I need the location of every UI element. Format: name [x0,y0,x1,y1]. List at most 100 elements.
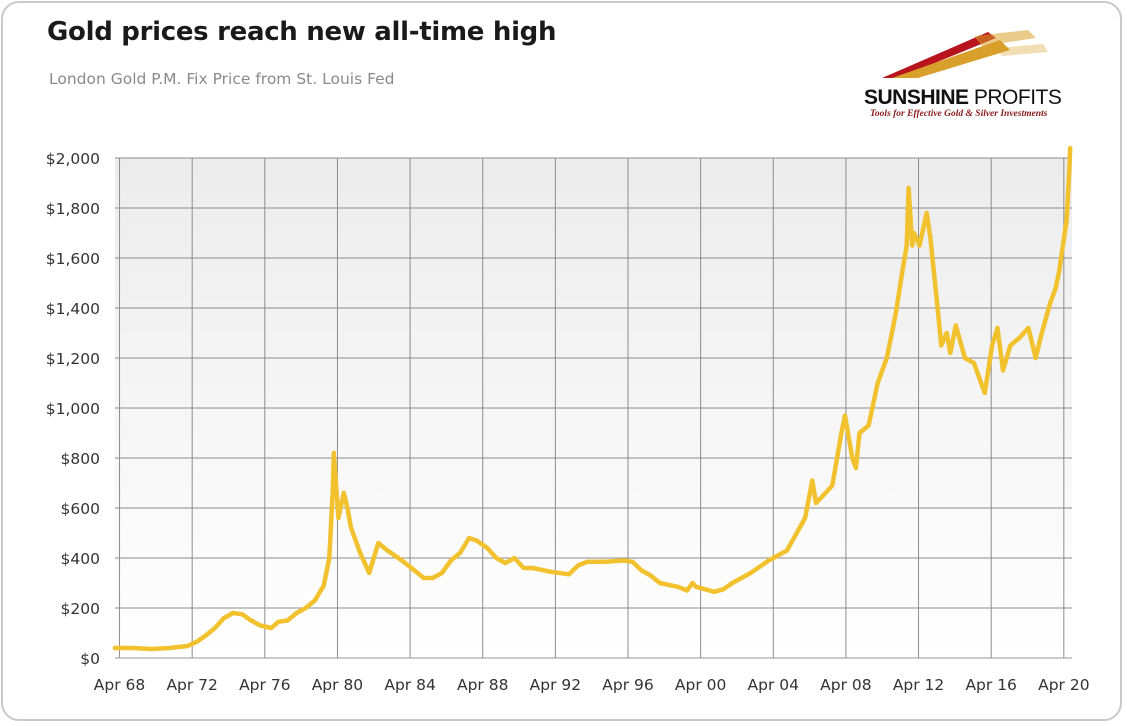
data-point [810,478,815,483]
data-point [971,361,976,365]
data-point [1053,286,1058,290]
gold-price-points [113,146,1073,651]
logo-brand-light: PROFITS [968,86,1062,109]
data-point [982,391,987,395]
data-point [1057,268,1062,273]
data-point [766,558,771,563]
x-axis-ticks: Apr 68 Apr 72 Apr 76 Apr 80 Apr 84 Apr 88 Apr … [94,676,1090,694]
data-point [530,566,535,570]
x-tick-label: Apr 00 [675,676,726,694]
data-point [621,558,626,563]
data-point [730,581,735,585]
data-point [899,276,904,280]
x-tick-label: Apr 16 [965,676,1016,694]
data-point [512,556,517,560]
data-point [258,623,263,628]
data-point [566,572,571,577]
y-tick-label: $1,200 [46,350,100,368]
data-point [685,588,690,593]
logo-swoosh-icon [882,30,1048,78]
data-point [917,243,922,248]
data-point [113,646,117,650]
x-tick-label: Apr 88 [457,676,508,694]
data-point [953,323,958,328]
x-tick-label: Apr 72 [166,676,217,694]
data-point [421,576,426,580]
grid-lines [115,157,1072,659]
data-point [630,559,635,564]
data-point [269,626,274,630]
data-point [276,619,281,624]
logo-tagline: Tools for Effective Gold & Silver Invest… [870,109,1048,119]
data-point [784,548,789,553]
data-point [458,551,463,555]
y-tick-label: $800 [61,450,100,468]
data-point [303,606,308,610]
data-point [231,611,236,615]
data-point [935,306,940,310]
data-point [821,493,826,498]
x-tick-label: Apr 20 [1038,676,1089,694]
data-point [321,583,326,588]
data-point [639,568,644,573]
data-point [843,413,848,418]
data-point [875,381,880,385]
data-point [1048,301,1053,305]
chart-title: Gold prices reach new all-time high [47,17,557,47]
data-point [648,573,653,578]
y-tick-label: $2,000 [46,150,100,168]
data-point [853,466,858,470]
x-tick-label: Apr 04 [748,676,799,694]
data-point [657,581,662,585]
data-point [294,611,299,615]
data-point [131,646,136,650]
data-point [439,571,444,575]
data-point [939,343,944,348]
data-point [467,536,472,540]
data-point [503,561,508,565]
data-point [675,584,680,589]
data-point [906,186,911,190]
data-point [474,538,479,543]
data-point [948,351,953,355]
data-point [240,612,245,617]
data-point [327,556,332,560]
y-tick-label: $400 [61,550,100,568]
data-point [803,516,808,520]
data-point [1008,343,1013,348]
data-point [603,559,608,564]
y-axis-ticks: $0 $200 $400 $600 $800 $1,000 $1,200 $1,400 $1,6… [46,150,100,668]
data-point [285,618,290,623]
data-point [194,639,199,644]
logo-brand: SUNSHINE PROFITS [864,86,1062,110]
data-point [857,431,862,435]
x-tick-label: Apr 96 [602,676,653,694]
data-point [494,556,499,560]
y-tick-label: $1,400 [46,300,100,318]
sunshine-profits-logo: SUNSHINE PROFITS Tools for Effective Gol… [864,26,1079,126]
data-point [694,584,699,589]
data-point [962,356,967,360]
data-point [576,563,581,568]
x-tick-label: Apr 68 [94,676,145,694]
data-point [385,548,390,553]
data-point [185,644,190,648]
data-point [1017,336,1022,340]
y-tick-label: $1,600 [46,250,100,268]
data-point [690,581,695,585]
data-point [910,243,915,248]
data-point [1064,218,1069,223]
data-point [830,483,835,488]
data-point [1033,356,1038,360]
data-point [585,559,590,564]
data-point [341,491,346,495]
data-point [336,516,341,520]
y-tick-label: $1,000 [46,400,100,418]
data-point [430,576,435,580]
data-point [839,431,844,435]
data-point [221,616,226,620]
data-point [521,566,526,570]
data-point [392,553,397,558]
data-point [912,231,917,235]
data-point [904,243,909,248]
